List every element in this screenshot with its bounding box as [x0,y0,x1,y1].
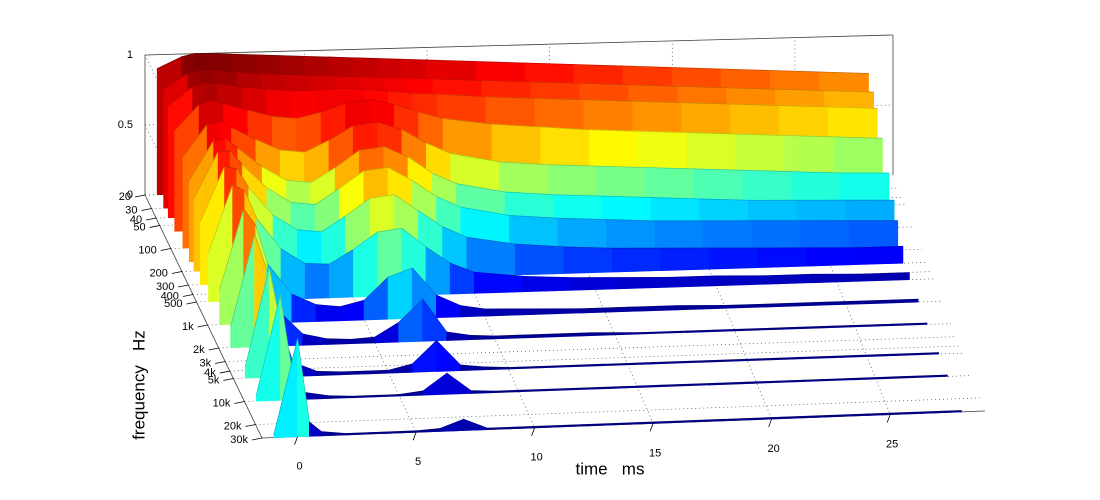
slice-edge [273,338,962,435]
x-tick-label: 0 [296,461,302,473]
y-tick [223,378,234,381]
x-tick-label: 10 [530,452,542,464]
slice-edge [193,150,898,222]
surface-patch [854,245,904,266]
surface-patch [913,410,962,415]
x-tick-label: 25 [886,438,898,450]
x-tick-label: 15 [649,447,661,459]
z-tick-label: 0 [127,189,133,201]
y-tick-label: 5k [208,374,220,386]
y-tick [186,301,197,305]
x-tick [886,414,891,423]
y-tick-label: 30k [230,434,248,446]
surface-patch [484,308,534,317]
y-tick-label: 20k [224,420,242,432]
surface-patch [708,247,758,270]
slice-edge [256,295,948,397]
surface-patch [522,275,572,293]
surface-layer [156,52,962,438]
grid-line [255,397,980,425]
surface-patch [860,272,910,282]
x-tick [649,423,654,432]
surface-patch [869,298,919,304]
y-tick-label: 40 [130,214,142,226]
surface-patch [715,275,765,287]
x-tick [294,436,298,445]
slice-edge [157,53,869,74]
surface-patch [570,277,620,291]
surface-patch [326,338,352,345]
slice-edge [244,267,939,373]
surface-patch [563,246,613,274]
grid-line [671,180,772,420]
y-tick-label: 1k [182,321,194,333]
surface-patch [473,271,524,294]
grid-line [144,34,894,56]
surface-patch [812,273,862,284]
y-tick [146,217,157,221]
y-tick [245,424,256,427]
y-tick-label: 400 [161,290,179,302]
slice-edge [200,165,903,249]
tick-layer: 00.510 5 10 15 20 25203040501002003004005001k… [118,49,899,473]
grid-line [794,177,891,415]
y-tick-label: 3k [200,357,212,369]
surface-patch [899,374,948,379]
y-tick-label: 20 [119,191,131,203]
x-tick [412,432,417,441]
y-tick-label: 10k [213,397,231,409]
slice-edge [208,184,910,278]
y-tick-label: 200 [149,267,167,279]
y-tick [182,294,194,297]
grid-line [229,345,960,372]
slice-edge [219,208,919,310]
surface-patch [304,263,330,299]
surface-patch [878,322,928,327]
grid-line [144,194,263,439]
y-tick [160,248,171,251]
y-tick [149,225,160,228]
surface-patch [757,247,807,268]
y-tick-label: 100 [138,244,156,256]
surface-patch [805,247,855,267]
y-tick-label: 500 [164,298,182,310]
y-tick [178,284,189,288]
slice-edge [182,120,889,174]
y-axis-label: frequency Hz [129,330,148,440]
y-tick [134,194,146,198]
surface-patch [890,352,939,357]
surface-patch [667,275,717,288]
y-tick-label: 4k [204,367,216,379]
y-tick [171,271,182,274]
y-tick [251,437,263,441]
y-tick [219,370,230,374]
slice-edge [163,69,874,93]
x-tick-label: 5 [415,456,421,468]
slice-edge [168,81,878,109]
x-tick [531,427,535,436]
y-tick-label: 300 [156,281,174,293]
z-tick-label: 0.5 [118,119,133,131]
y-tick [234,401,245,404]
y-tick [197,324,208,328]
surface-patch [611,247,662,273]
surface-patch [660,247,710,271]
y-tick [141,208,152,211]
y-tick [215,361,226,364]
x-tick-label: 20 [768,443,780,455]
slice-edge [230,233,927,340]
y-tick [208,347,219,351]
slice-edge [174,99,883,139]
x-axis-label: time ms [576,459,645,478]
y-tick-label: 2k [193,344,205,356]
surface-patch [618,276,669,290]
surface-patch [514,243,565,276]
z-tick-label: 1 [127,49,133,61]
slice-edge [189,138,895,201]
y-tick-label: 30 [125,204,137,216]
y-tick-label: 50 [133,221,145,233]
surface-patch [315,304,341,322]
x-tick [768,418,773,428]
